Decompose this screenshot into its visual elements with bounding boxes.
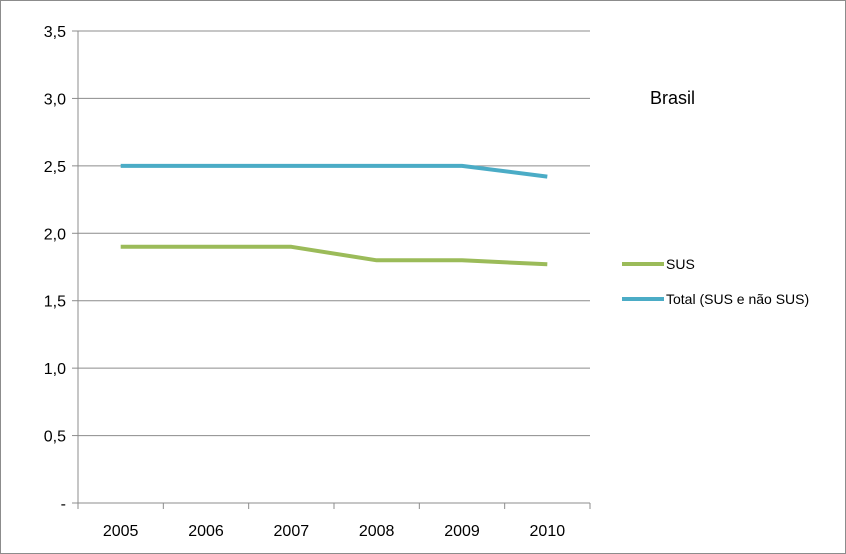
axes bbox=[72, 30, 591, 509]
x-tick-labels: 2005 2006 2007 2008 2009 2010 bbox=[103, 523, 565, 540]
x-tick-label: 2007 bbox=[274, 523, 310, 540]
y-tick-label: - bbox=[61, 496, 66, 513]
chart-annotation: Brasil bbox=[650, 88, 695, 108]
x-tick-label: 2008 bbox=[359, 523, 395, 540]
y-tick-label: 1,0 bbox=[44, 361, 66, 378]
x-tick-label: 2005 bbox=[103, 523, 139, 540]
y-tick-label: 2,5 bbox=[44, 159, 66, 176]
series-lines bbox=[120, 163, 548, 267]
legend: SUS Total (SUS e não SUS) bbox=[622, 256, 809, 307]
series-line-0 bbox=[120, 244, 548, 267]
series-line-1 bbox=[120, 163, 548, 179]
legend-label: SUS bbox=[666, 256, 695, 272]
x-tick-label: 2010 bbox=[530, 523, 566, 540]
y-tick-label: 0,5 bbox=[44, 429, 66, 446]
y-tick-label: 1,5 bbox=[44, 294, 66, 311]
y-tick-labels: - 0,5 1,0 1,5 2,0 2,5 3,0 3,5 bbox=[44, 24, 66, 513]
gridlines bbox=[78, 30, 590, 437]
y-tick-label: 3,0 bbox=[44, 91, 66, 108]
x-tick-label: 2009 bbox=[444, 523, 480, 540]
legend-label: Total (SUS e não SUS) bbox=[666, 291, 809, 307]
y-tick-label: 3,5 bbox=[44, 24, 66, 41]
y-tick-label: 2,0 bbox=[44, 226, 66, 243]
x-tick-label: 2006 bbox=[188, 523, 224, 540]
